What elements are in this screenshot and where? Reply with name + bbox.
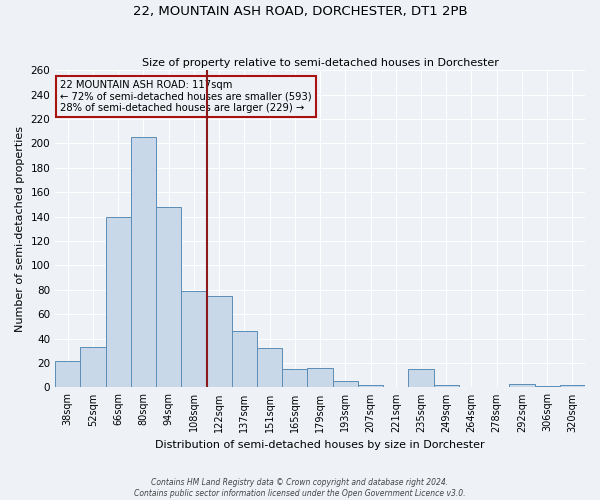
- Y-axis label: Number of semi-detached properties: Number of semi-detached properties: [15, 126, 25, 332]
- Bar: [106, 216, 131, 388]
- Bar: [358, 385, 383, 388]
- Bar: [409, 369, 434, 388]
- Bar: [156, 207, 181, 388]
- Bar: [560, 385, 585, 388]
- Bar: [535, 386, 560, 388]
- Bar: [257, 348, 282, 388]
- Bar: [434, 385, 459, 388]
- Bar: [307, 368, 332, 388]
- X-axis label: Distribution of semi-detached houses by size in Dorchester: Distribution of semi-detached houses by …: [155, 440, 485, 450]
- Bar: [332, 382, 358, 388]
- Text: Contains HM Land Registry data © Crown copyright and database right 2024.
Contai: Contains HM Land Registry data © Crown c…: [134, 478, 466, 498]
- Bar: [509, 384, 535, 388]
- Bar: [282, 369, 307, 388]
- Bar: [80, 347, 106, 388]
- Bar: [131, 138, 156, 388]
- Text: 22 MOUNTAIN ASH ROAD: 117sqm
← 72% of semi-detached houses are smaller (593)
28%: 22 MOUNTAIN ASH ROAD: 117sqm ← 72% of se…: [61, 80, 312, 113]
- Text: 22, MOUNTAIN ASH ROAD, DORCHESTER, DT1 2PB: 22, MOUNTAIN ASH ROAD, DORCHESTER, DT1 2…: [133, 5, 467, 18]
- Bar: [181, 291, 206, 388]
- Bar: [55, 360, 80, 388]
- Title: Size of property relative to semi-detached houses in Dorchester: Size of property relative to semi-detach…: [142, 58, 499, 68]
- Bar: [232, 332, 257, 388]
- Bar: [206, 296, 232, 388]
